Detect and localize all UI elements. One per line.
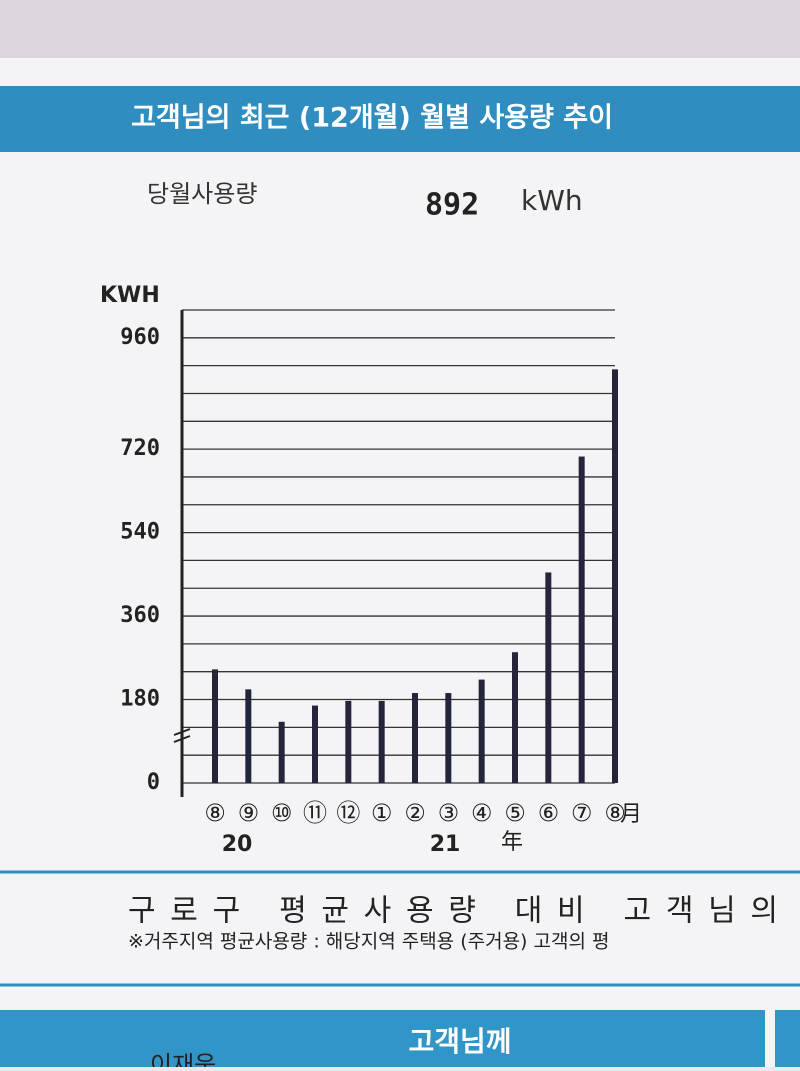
x-year: 20 [222, 832, 253, 857]
bar [212, 669, 218, 783]
bar [478, 679, 485, 783]
y-axis-label: KWH [100, 283, 160, 308]
y-tick-label: 360 [120, 603, 160, 628]
comparison-note: ※거주지역 평균사용량 : 해당지역 주택용 (주거용) 고객의 평 [128, 931, 609, 953]
bar [545, 572, 552, 783]
x-tick-label: ⑫ [336, 799, 360, 827]
current-usage-value: 892 [425, 188, 479, 223]
bar [278, 721, 285, 783]
header-title: 고객님의 최근 (12개월) 월별 사용량 추이 [131, 103, 613, 134]
bar [312, 705, 318, 783]
x-tick-label: ⑥ [538, 799, 560, 827]
x-tick-label: ⑩ [271, 799, 293, 827]
x-year-unit: 年 [501, 830, 523, 855]
y-tick-label: 180 [120, 687, 160, 712]
bar [245, 689, 252, 783]
current-usage-label: 당월사용량 [147, 180, 257, 208]
bar [512, 652, 518, 783]
bar [345, 700, 352, 783]
bar [412, 693, 418, 783]
bar [378, 700, 385, 783]
x-tick-label: ⑨ [238, 799, 260, 827]
x-tick-label: ⑧ [604, 799, 626, 827]
y-tick-label: 960 [120, 325, 160, 350]
background [0, 0, 800, 60]
bar [612, 369, 618, 783]
footer-name: 이재웅 [150, 1051, 216, 1067]
y-tick-label: 720 [120, 436, 160, 461]
x-year: 21 [430, 832, 461, 857]
x-tick-label: ② [404, 799, 426, 827]
x-tick-label: ④ [471, 799, 493, 827]
bar [445, 693, 452, 783]
x-tick-label: ⑦ [571, 799, 593, 827]
x-tick-label: ⑪ [303, 799, 327, 827]
x-unit: 月 [620, 802, 642, 827]
axis-break [173, 728, 191, 743]
bar [578, 456, 585, 783]
footer-title: 고객님께 [408, 1025, 511, 1058]
footer-band [775, 1010, 800, 1067]
paper [0, 58, 800, 1067]
comparison-title: 구로구 평균사용량 대비 고객님의 [128, 894, 778, 929]
footer-band [0, 1010, 765, 1067]
y-tick-label: 540 [120, 520, 160, 545]
current-usage-unit: kWh [521, 184, 583, 217]
x-tick-label: ① [371, 799, 393, 827]
x-tick-label: ⑤ [504, 799, 526, 827]
header-band [0, 86, 800, 152]
y-tick-label: 0 [147, 770, 160, 795]
x-tick-label: ③ [438, 799, 460, 827]
x-tick-label: ⑧ [204, 799, 226, 827]
